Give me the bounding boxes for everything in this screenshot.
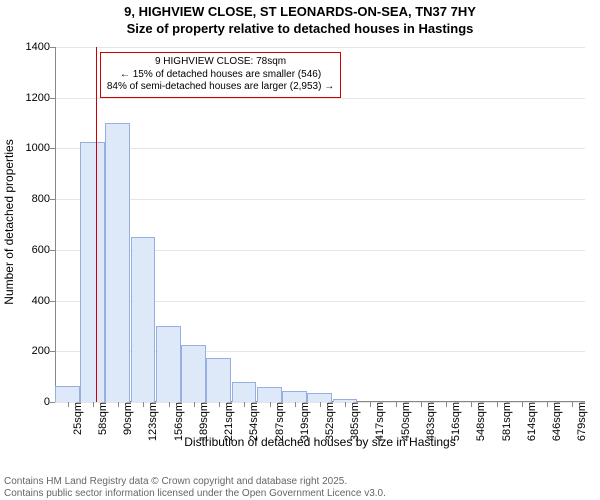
xtick-label: 614sqm (526, 402, 538, 452)
bar (206, 358, 231, 402)
xtick-mark (169, 402, 170, 407)
xtick-mark (547, 402, 548, 407)
xtick-label: 450sqm (400, 402, 412, 452)
ytick-label: 0 (44, 396, 50, 408)
xtick-mark (345, 402, 346, 407)
xtick-mark (118, 402, 119, 407)
bar (55, 386, 80, 402)
xtick-label: 189sqm (198, 402, 210, 452)
ytick-mark (50, 402, 55, 403)
xtick-label: 417sqm (374, 402, 386, 452)
xtick-mark (396, 402, 397, 407)
xtick-label: 679sqm (576, 402, 588, 452)
marker-line (96, 47, 97, 402)
xtick-mark (370, 402, 371, 407)
ytick-label: 1400 (26, 41, 50, 53)
bar (156, 326, 181, 402)
gridline (55, 148, 585, 149)
xtick-mark (522, 402, 523, 407)
bar (80, 142, 105, 402)
ytick-label: 400 (32, 295, 50, 307)
gridline (55, 98, 585, 99)
xtick-label: 156sqm (173, 402, 185, 452)
bar (232, 382, 257, 402)
ytick-label: 1200 (26, 92, 50, 104)
title-line2: Size of property relative to detached ho… (0, 21, 600, 38)
xtick-mark (572, 402, 573, 407)
annotation-line: ← 15% of detached houses are smaller (54… (107, 69, 334, 82)
chart-title: 9, HIGHVIEW CLOSE, ST LEONARDS-ON-SEA, T… (0, 0, 600, 38)
annotation-box: 9 HIGHVIEW CLOSE: 78sqm← 15% of detached… (100, 52, 341, 98)
xtick-mark (497, 402, 498, 407)
xtick-mark (421, 402, 422, 407)
xtick-label: 646sqm (551, 402, 563, 452)
xtick-label: 385sqm (349, 402, 361, 452)
xtick-label: 25sqm (72, 402, 84, 452)
plot-area: 9 HIGHVIEW CLOSE: 78sqm← 15% of detached… (55, 47, 585, 402)
xtick-mark (270, 402, 271, 407)
footer-attribution: Contains HM Land Registry data © Crown c… (4, 476, 386, 499)
ytick-label: 600 (32, 244, 50, 256)
xtick-mark (93, 402, 94, 407)
bar (282, 391, 307, 402)
annotation-line: 84% of semi-detached houses are larger (… (107, 81, 334, 94)
xtick-mark (295, 402, 296, 407)
xtick-mark (194, 402, 195, 407)
xtick-label: 319sqm (299, 402, 311, 452)
ytick-label: 1000 (26, 142, 50, 154)
xtick-label: 90sqm (122, 402, 134, 452)
xtick-label: 548sqm (475, 402, 487, 452)
chart-container: Number of detached properties 9 HIGHVIEW… (0, 42, 600, 452)
gridline (55, 199, 585, 200)
xtick-mark (320, 402, 321, 407)
bar (307, 393, 332, 402)
xtick-label: 483sqm (425, 402, 437, 452)
y-axis-line (55, 47, 56, 402)
xtick-label: 254sqm (248, 402, 260, 452)
xtick-mark (244, 402, 245, 407)
xtick-mark (143, 402, 144, 407)
xtick-mark (68, 402, 69, 407)
xtick-label: 58sqm (97, 402, 109, 452)
gridline (55, 47, 585, 48)
bar (181, 345, 206, 402)
xtick-label: 221sqm (223, 402, 235, 452)
bar (131, 237, 156, 402)
xtick-label: 581sqm (501, 402, 513, 452)
xtick-label: 287sqm (274, 402, 286, 452)
xtick-label: 516sqm (450, 402, 462, 452)
annotation-line: 9 HIGHVIEW CLOSE: 78sqm (107, 56, 334, 69)
bar (257, 387, 282, 402)
xtick-label: 123sqm (147, 402, 159, 452)
xtick-label: 352sqm (324, 402, 336, 452)
title-line1: 9, HIGHVIEW CLOSE, ST LEONARDS-ON-SEA, T… (0, 4, 600, 21)
xtick-mark (446, 402, 447, 407)
bar (105, 123, 130, 402)
xtick-mark (219, 402, 220, 407)
xtick-mark (471, 402, 472, 407)
footer-line2: Contains public sector information licen… (4, 488, 386, 500)
ytick-label: 200 (32, 345, 50, 357)
ytick-label: 800 (32, 193, 50, 205)
footer-line1: Contains HM Land Registry data © Crown c… (4, 476, 386, 488)
